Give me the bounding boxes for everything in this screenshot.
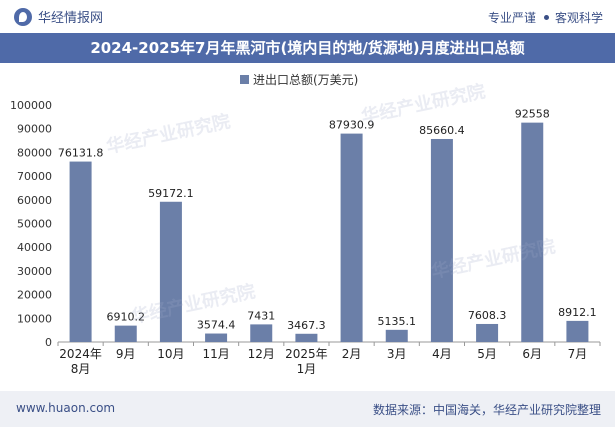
x-tick-label-line: 2月 xyxy=(342,347,362,361)
y-tick-label: 90000 xyxy=(17,123,52,136)
data-label: 8912.1 xyxy=(558,306,597,319)
chart-title: 2024-2025年7月年黑河市(境内目的地/货源地)月度进出口总额 xyxy=(0,33,615,63)
x-tick-label-line: 10月 xyxy=(157,347,184,361)
x-tick-label-line: 9月 xyxy=(116,347,136,361)
x-tick-label: 9月 xyxy=(116,347,136,361)
bar xyxy=(385,329,408,342)
x-tick-label-line: 3月 xyxy=(387,347,407,361)
bar xyxy=(295,333,318,342)
x-tick-label: 2024年 8月 xyxy=(59,347,102,376)
bar xyxy=(159,201,182,342)
data-label: 76131.8 xyxy=(58,147,104,160)
bar xyxy=(430,138,453,342)
y-tick-label: 0 xyxy=(45,336,52,349)
y-tick-label: 50000 xyxy=(17,218,52,231)
data-label: 5135.1 xyxy=(378,315,417,328)
x-tick-label-line: 2024年 xyxy=(59,347,102,361)
y-tick-label: 30000 xyxy=(17,265,52,278)
x-tick-label: 7月 xyxy=(568,347,588,361)
data-label: 7431 xyxy=(247,309,275,322)
x-tick-label: 12月 xyxy=(248,347,275,361)
x-tick-label-line: 1月 xyxy=(297,362,317,376)
chart-area: 进出口总额(万美元) 0 10000 20000 30000 40000 50000 6000… xyxy=(0,63,615,388)
y-tick-label: 80000 xyxy=(17,146,52,159)
data-label: 3467.3 xyxy=(287,319,326,332)
data-label: 3574.4 xyxy=(197,319,236,332)
tag-objective: 客观科学 xyxy=(554,11,603,25)
x-tick-label: 11月 xyxy=(202,347,229,361)
x-tick-label-line: 11月 xyxy=(202,347,229,361)
dot-icon xyxy=(543,15,549,20)
y-tick-label: 10000 xyxy=(17,312,52,325)
x-tick-label-line: 5月 xyxy=(477,347,497,361)
bar xyxy=(250,324,273,342)
y-tick-label: 20000 xyxy=(17,289,52,302)
data-label: 92558 xyxy=(515,108,550,121)
x-tick-label-line: 7月 xyxy=(568,347,588,361)
legend-label: 进出口总额(万美元) xyxy=(253,73,358,87)
x-tick-label: 6月 xyxy=(522,347,542,361)
slogan-tags: 专业严谨 客观科学 xyxy=(488,9,603,26)
brand-logo-icon xyxy=(14,7,32,26)
legend-swatch xyxy=(240,75,249,84)
x-tick-label-line: 8月 xyxy=(71,362,91,376)
top-bar: 华经情报网 专业严谨 客观科学 xyxy=(0,0,615,33)
x-tick-label: 5月 xyxy=(477,347,497,361)
y-tick-label: 100000 xyxy=(10,99,52,112)
x-tick-label: 2025年 1月 xyxy=(285,347,328,376)
y-tick-label: 60000 xyxy=(17,194,52,207)
x-tick-label: 10月 xyxy=(157,347,184,361)
bar xyxy=(340,133,363,342)
data-label: 85660.4 xyxy=(419,124,465,137)
x-tick-label-line: 4月 xyxy=(432,347,452,361)
x-tick-label-line: 2025年 xyxy=(285,347,328,361)
footer-url[interactable]: www.huaon.com xyxy=(16,401,116,415)
y-tick-label: 70000 xyxy=(17,170,52,183)
footer: www.huaon.com 数据来源：中国海关，华经产业研究院整理 xyxy=(0,391,615,427)
bar xyxy=(476,323,499,342)
y-tick-label: 40000 xyxy=(17,241,52,254)
bar xyxy=(521,122,544,342)
bar xyxy=(69,161,92,342)
bar xyxy=(205,333,228,342)
bar xyxy=(566,320,589,342)
x-tick-label-line: 6月 xyxy=(522,347,542,361)
x-tick-label: 3月 xyxy=(387,347,407,361)
x-tick-label: 2月 xyxy=(342,347,362,361)
brand-name: 华经情报网 xyxy=(38,11,104,26)
bar-chart: 进出口总额(万美元) 0 10000 20000 30000 40000 50000 6000… xyxy=(10,73,601,376)
x-tick-label: 4月 xyxy=(432,347,452,361)
data-label: 87930.9 xyxy=(329,119,375,132)
footer-source: 数据来源：中国海关，华经产业研究院整理 xyxy=(372,403,601,417)
bar xyxy=(114,325,137,342)
data-label: 6910.2 xyxy=(107,311,146,324)
tag-professional: 专业严谨 xyxy=(487,11,536,25)
data-label: 7608.3 xyxy=(468,309,507,322)
x-tick-label-line: 12月 xyxy=(248,347,275,361)
data-label: 59172.1 xyxy=(148,187,194,200)
brand[interactable]: 华经情报网 xyxy=(14,7,103,26)
